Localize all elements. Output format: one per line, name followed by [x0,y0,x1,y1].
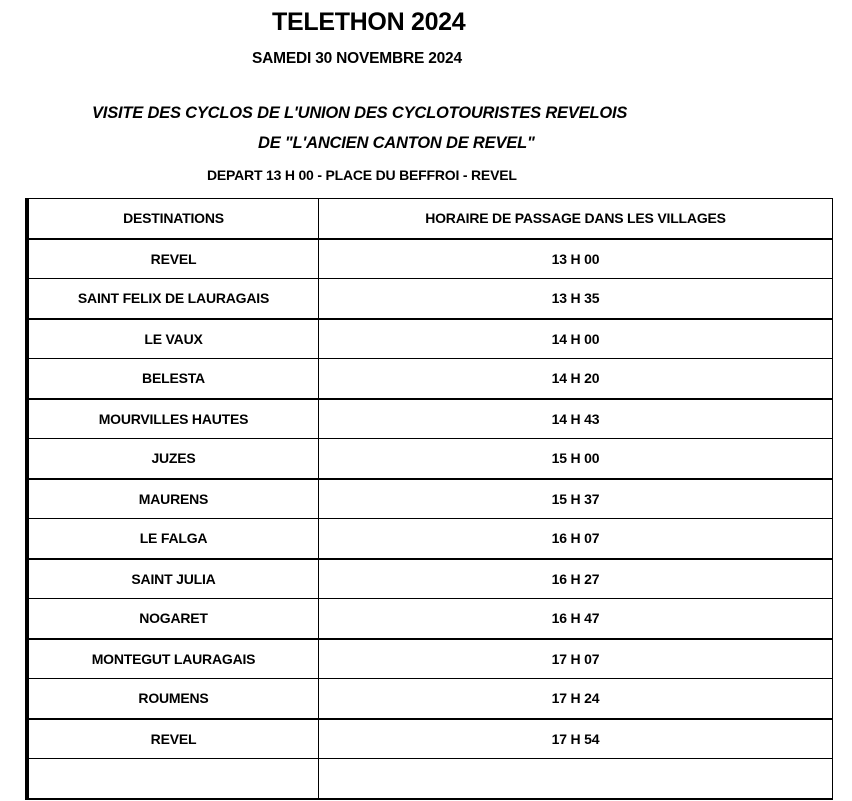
table-row: MOURVILLES HAUTES 14 H 43 [26,398,833,439]
destination-cell: LE FALGA [26,518,319,560]
destination-cell: ROUMENS [26,678,319,720]
table-row: SAINT JULIA 16 H 27 [26,558,833,599]
table-row: REVEL 13 H 00 [26,238,833,279]
table-row: SAINT FELIX DE LAURAGAIS 13 H 35 [26,278,833,320]
time-cell: 16 H 27 [318,558,833,599]
destination-cell [26,758,319,800]
time-cell: 13 H 00 [318,238,833,279]
table-row: ROUMENS 17 H 24 [26,678,833,720]
time-cell: 14 H 43 [318,398,833,439]
time-cell: 15 H 37 [318,478,833,519]
schedule-table: DESTINATIONS HORAIRE DE PASSAGE DANS LES… [25,198,833,800]
time-cell: 14 H 20 [318,358,833,400]
time-cell: 17 H 54 [318,718,833,759]
destination-cell: LE VAUX [26,318,319,359]
time-cell: 15 H 00 [318,438,833,480]
time-cell: 17 H 24 [318,678,833,720]
destination-cell: REVEL [26,238,319,279]
table-row: LE FALGA 16 H 07 [26,518,833,560]
subtitle-line-1: VISITE DES CYCLOS DE L'UNION DES CYCLOTO… [92,104,628,122]
destination-cell: JUZES [26,438,319,480]
table-header-row: DESTINATIONS HORAIRE DE PASSAGE DANS LES… [26,198,833,240]
table-row: MONTEGUT LAURAGAIS 17 H 07 [26,638,833,679]
destination-cell: NOGARET [26,598,319,640]
destination-cell: REVEL [26,718,319,759]
destination-cell: MOURVILLES HAUTES [26,398,319,439]
departure-info: DEPART 13 H 00 - PLACE DU BEFFROI - REVE… [207,167,517,183]
table-row [26,758,833,800]
column-header-schedule: HORAIRE DE PASSAGE DANS LES VILLAGES [318,198,833,240]
page-title: TELETHON 2024 [272,8,466,36]
time-cell: 13 H 35 [318,278,833,320]
destination-cell: SAINT JULIA [26,558,319,599]
table-row: REVEL 17 H 54 [26,718,833,759]
subtitle-line-2: DE "L'ANCIEN CANTON DE REVEL" [258,134,535,152]
event-date: SAMEDI 30 NOVEMBRE 2024 [252,50,462,67]
time-cell: 16 H 07 [318,518,833,560]
table-row: NOGARET 16 H 47 [26,598,833,640]
time-cell: 16 H 47 [318,598,833,640]
table-row: JUZES 15 H 00 [26,438,833,480]
destination-cell: MONTEGUT LAURAGAIS [26,638,319,679]
destination-cell: BELESTA [26,358,319,400]
time-cell: 17 H 07 [318,638,833,679]
table-row: BELESTA 14 H 20 [26,358,833,400]
time-cell: 14 H 00 [318,318,833,359]
column-header-destinations: DESTINATIONS [26,198,319,240]
destination-cell: MAURENS [26,478,319,519]
table-row: LE VAUX 14 H 00 [26,318,833,359]
destination-cell: SAINT FELIX DE LAURAGAIS [26,278,319,320]
time-cell [318,758,833,800]
table-row: MAURENS 15 H 37 [26,478,833,519]
